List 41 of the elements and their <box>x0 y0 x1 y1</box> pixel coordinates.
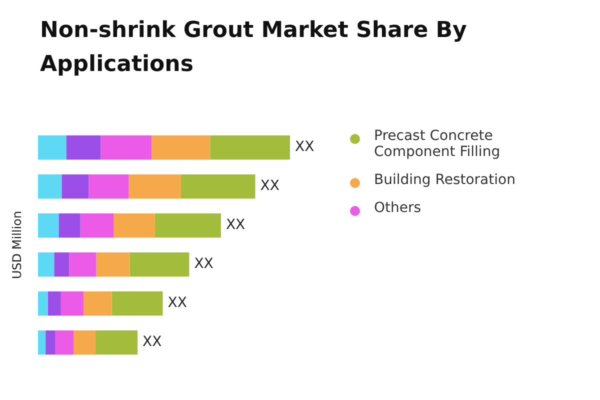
bar <box>38 213 59 238</box>
bar <box>38 135 66 160</box>
bar <box>128 174 181 199</box>
legend-label: Others <box>374 200 422 216</box>
bar <box>84 291 112 316</box>
bar <box>130 252 190 277</box>
y-axis-title: USD Million <box>10 210 24 282</box>
bar <box>60 291 84 316</box>
total-label: XX <box>194 256 214 272</box>
legend-label: Building Restoration <box>374 172 516 188</box>
bar <box>152 135 210 160</box>
bar <box>154 213 221 238</box>
bar <box>88 174 129 199</box>
bar <box>38 330 46 355</box>
bar <box>48 291 61 316</box>
bar <box>58 213 80 238</box>
bar <box>66 135 101 160</box>
bar <box>112 291 163 316</box>
bar <box>38 291 48 316</box>
bar <box>38 252 54 277</box>
bar <box>46 330 56 355</box>
bar <box>100 135 152 160</box>
bar <box>54 252 70 277</box>
total-label: XX <box>295 139 315 156</box>
bar <box>55 330 74 355</box>
bar <box>80 213 114 238</box>
bar <box>210 135 290 160</box>
legend-label: Precast Concrete Component Filling <box>374 128 502 160</box>
bar <box>69 252 96 277</box>
total-label: XX <box>168 295 188 312</box>
bar <box>74 330 96 355</box>
total-label: XX <box>142 334 162 350</box>
bar <box>96 252 130 277</box>
bar <box>180 174 256 199</box>
bar <box>38 174 62 199</box>
bar <box>114 213 155 238</box>
bar <box>95 330 138 355</box>
total-label: XX <box>226 217 246 234</box>
chart-title: Non-shrink Grout Market Share By Applications <box>40 17 468 79</box>
total-label: XX <box>260 178 280 194</box>
bar <box>62 174 89 199</box>
